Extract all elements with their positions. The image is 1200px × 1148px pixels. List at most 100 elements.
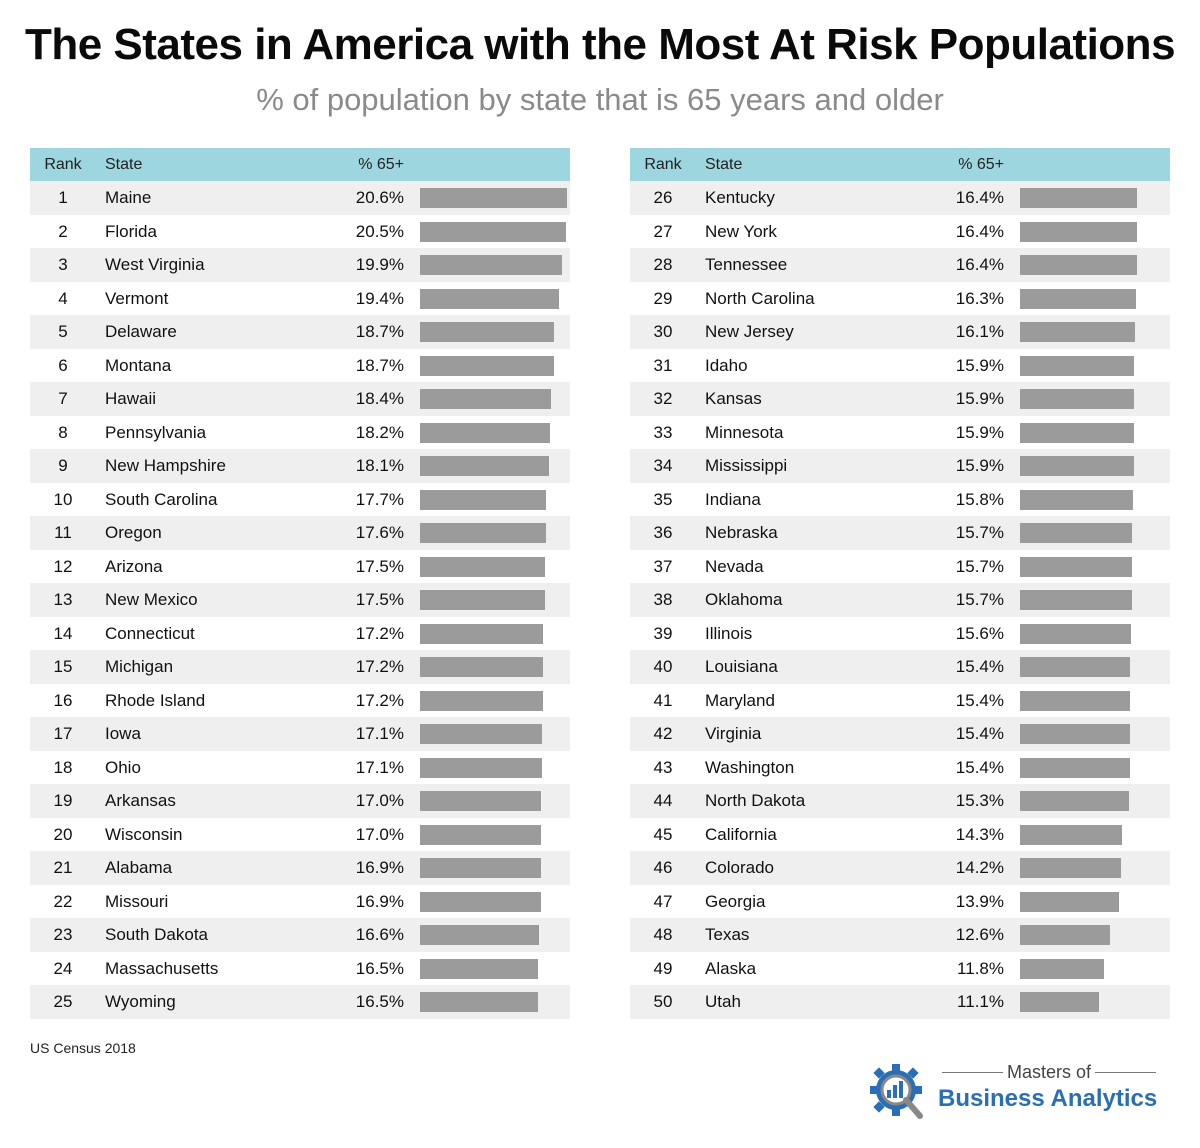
state-cell: New Jersey: [705, 322, 794, 341]
rank-cell: 35: [653, 489, 673, 509]
table-row: 50 Utah 11.1%: [630, 985, 1170, 1019]
state-cell: Delaware: [105, 322, 177, 341]
bar: [420, 623, 543, 644]
bar: [1020, 623, 1132, 644]
table-row: 10 South Carolina 17.7%: [30, 483, 570, 517]
state-cell: Mississippi: [705, 456, 788, 475]
bar: [420, 188, 568, 208]
table-row: 47 Georgia 13.9%: [630, 885, 1170, 919]
table-row: 30 New Jersey 16.1%: [630, 315, 1170, 349]
pct-label: 15.9%: [955, 456, 1004, 475]
rank-cell: 11: [54, 523, 72, 542]
pct-label: 20.5%: [355, 221, 404, 241]
pct-label: 19.4%: [355, 288, 404, 308]
rank-cell: 3: [58, 255, 68, 274]
rank-cell: 15: [53, 657, 73, 676]
header-state: State: [705, 156, 743, 173]
bar: [1020, 389, 1134, 409]
table-row: 42 Virginia 15.4%: [630, 717, 1170, 751]
table-row: 35 Indiana 15.8%: [630, 483, 1170, 517]
rank-cell: 46: [653, 858, 673, 877]
pct-label: 17.1%: [355, 724, 404, 743]
bar: [420, 891, 541, 912]
bar: [1020, 992, 1100, 1012]
rank-cell: 33: [653, 422, 673, 442]
pct-label: 11.1%: [957, 992, 1004, 1011]
state-cell: Massachusetts: [105, 958, 219, 978]
pct-label: 20.6%: [355, 188, 404, 207]
bar: [420, 221, 567, 242]
pct-label: 15.3%: [955, 791, 1004, 810]
table-row: 11 Oregon 17.6%: [30, 516, 570, 550]
rank-cell: 34: [653, 456, 673, 475]
pct-label: 17.2%: [355, 623, 404, 643]
pct-label: 15.7%: [955, 523, 1004, 542]
rank-cell: 30: [653, 322, 673, 341]
header-pct: % 65+: [358, 156, 404, 173]
table-right: Rank State % 65+ 26 Kentucky 16.4% 27 New Yo…: [630, 148, 1170, 1019]
rank-cell: 4: [58, 288, 68, 308]
state-cell: Nebraska: [705, 523, 778, 542]
rank-cell: 27: [653, 221, 673, 241]
rank-cell: 24: [53, 958, 73, 978]
rank-cell: 28: [653, 255, 673, 274]
pct-label: 17.7%: [355, 489, 404, 509]
pct-label: 15.9%: [955, 389, 1004, 408]
table-row: 27 New York 16.4%: [630, 215, 1170, 249]
rank-cell: 39: [653, 623, 673, 643]
table-row: 17 Iowa 17.1%: [30, 717, 570, 751]
rank-cell: 23: [53, 925, 73, 944]
bar: [1020, 891, 1120, 912]
bar: [420, 456, 550, 476]
table-row: 31 Idaho 15.9%: [630, 349, 1170, 383]
table-row: 18 Ohio 17.1%: [30, 751, 570, 785]
rank-cell: 37: [653, 556, 673, 576]
rank-cell: 13: [53, 590, 73, 609]
logo: Masters of Business Analytics: [866, 1058, 1166, 1128]
bar: [420, 724, 543, 744]
table-row: 9 New Hampshire 18.1%: [30, 449, 570, 483]
state-cell: Illinois: [705, 623, 753, 643]
table-row: 5 Delaware 18.7%: [30, 315, 570, 349]
table-row: 41 Maryland 15.4%: [630, 684, 1170, 718]
logo-line1: Masters of: [938, 1062, 1160, 1083]
table-row: 3 West Virginia 19.9%: [30, 248, 570, 282]
pct-label: 17.5%: [355, 556, 404, 576]
table-row: 43 Washington 15.4%: [630, 751, 1170, 785]
state-cell: Utah: [705, 992, 741, 1011]
pct-label: 14.2%: [955, 858, 1004, 877]
state-cell: Montana: [105, 355, 172, 375]
table-row: 48 Texas 12.6%: [630, 918, 1170, 952]
state-cell: South Carolina: [105, 489, 218, 509]
state-cell: Wyoming: [105, 992, 176, 1011]
bar: [1020, 590, 1133, 610]
pct-label: 16.5%: [355, 992, 404, 1011]
pct-label: 18.7%: [355, 355, 404, 375]
state-cell: Louisiana: [705, 657, 778, 676]
rank-cell: 47: [653, 891, 673, 911]
bar: [1020, 422, 1134, 443]
rank-cell: 12: [53, 556, 73, 576]
bar: [420, 925, 539, 945]
bar: [1020, 690, 1130, 711]
state-cell: Texas: [705, 925, 750, 944]
state-cell: New Mexico: [105, 590, 198, 609]
state-cell: Tennessee: [705, 255, 788, 274]
chart-title: The States in America with the Most At R…: [24, 20, 1176, 69]
state-cell: Colorado: [705, 858, 774, 877]
pct-label: 15.9%: [955, 355, 1004, 375]
bar: [1020, 824, 1123, 845]
pct-label: 15.9%: [955, 422, 1004, 442]
table-row: 23 South Dakota 16.6%: [30, 918, 570, 952]
state-cell: Vermont: [105, 288, 169, 308]
bar: [420, 757, 543, 778]
state-cell: New York: [705, 221, 777, 241]
rank-cell: 32: [653, 389, 673, 408]
pct-label: 17.2%: [355, 657, 404, 676]
bar: [420, 992, 538, 1012]
pct-label: 16.9%: [355, 858, 404, 877]
rank-cell: 21: [53, 858, 73, 877]
bar: [420, 858, 541, 878]
state-cell: Pennsylvania: [105, 422, 207, 442]
pct-label: 18.1%: [355, 456, 404, 475]
